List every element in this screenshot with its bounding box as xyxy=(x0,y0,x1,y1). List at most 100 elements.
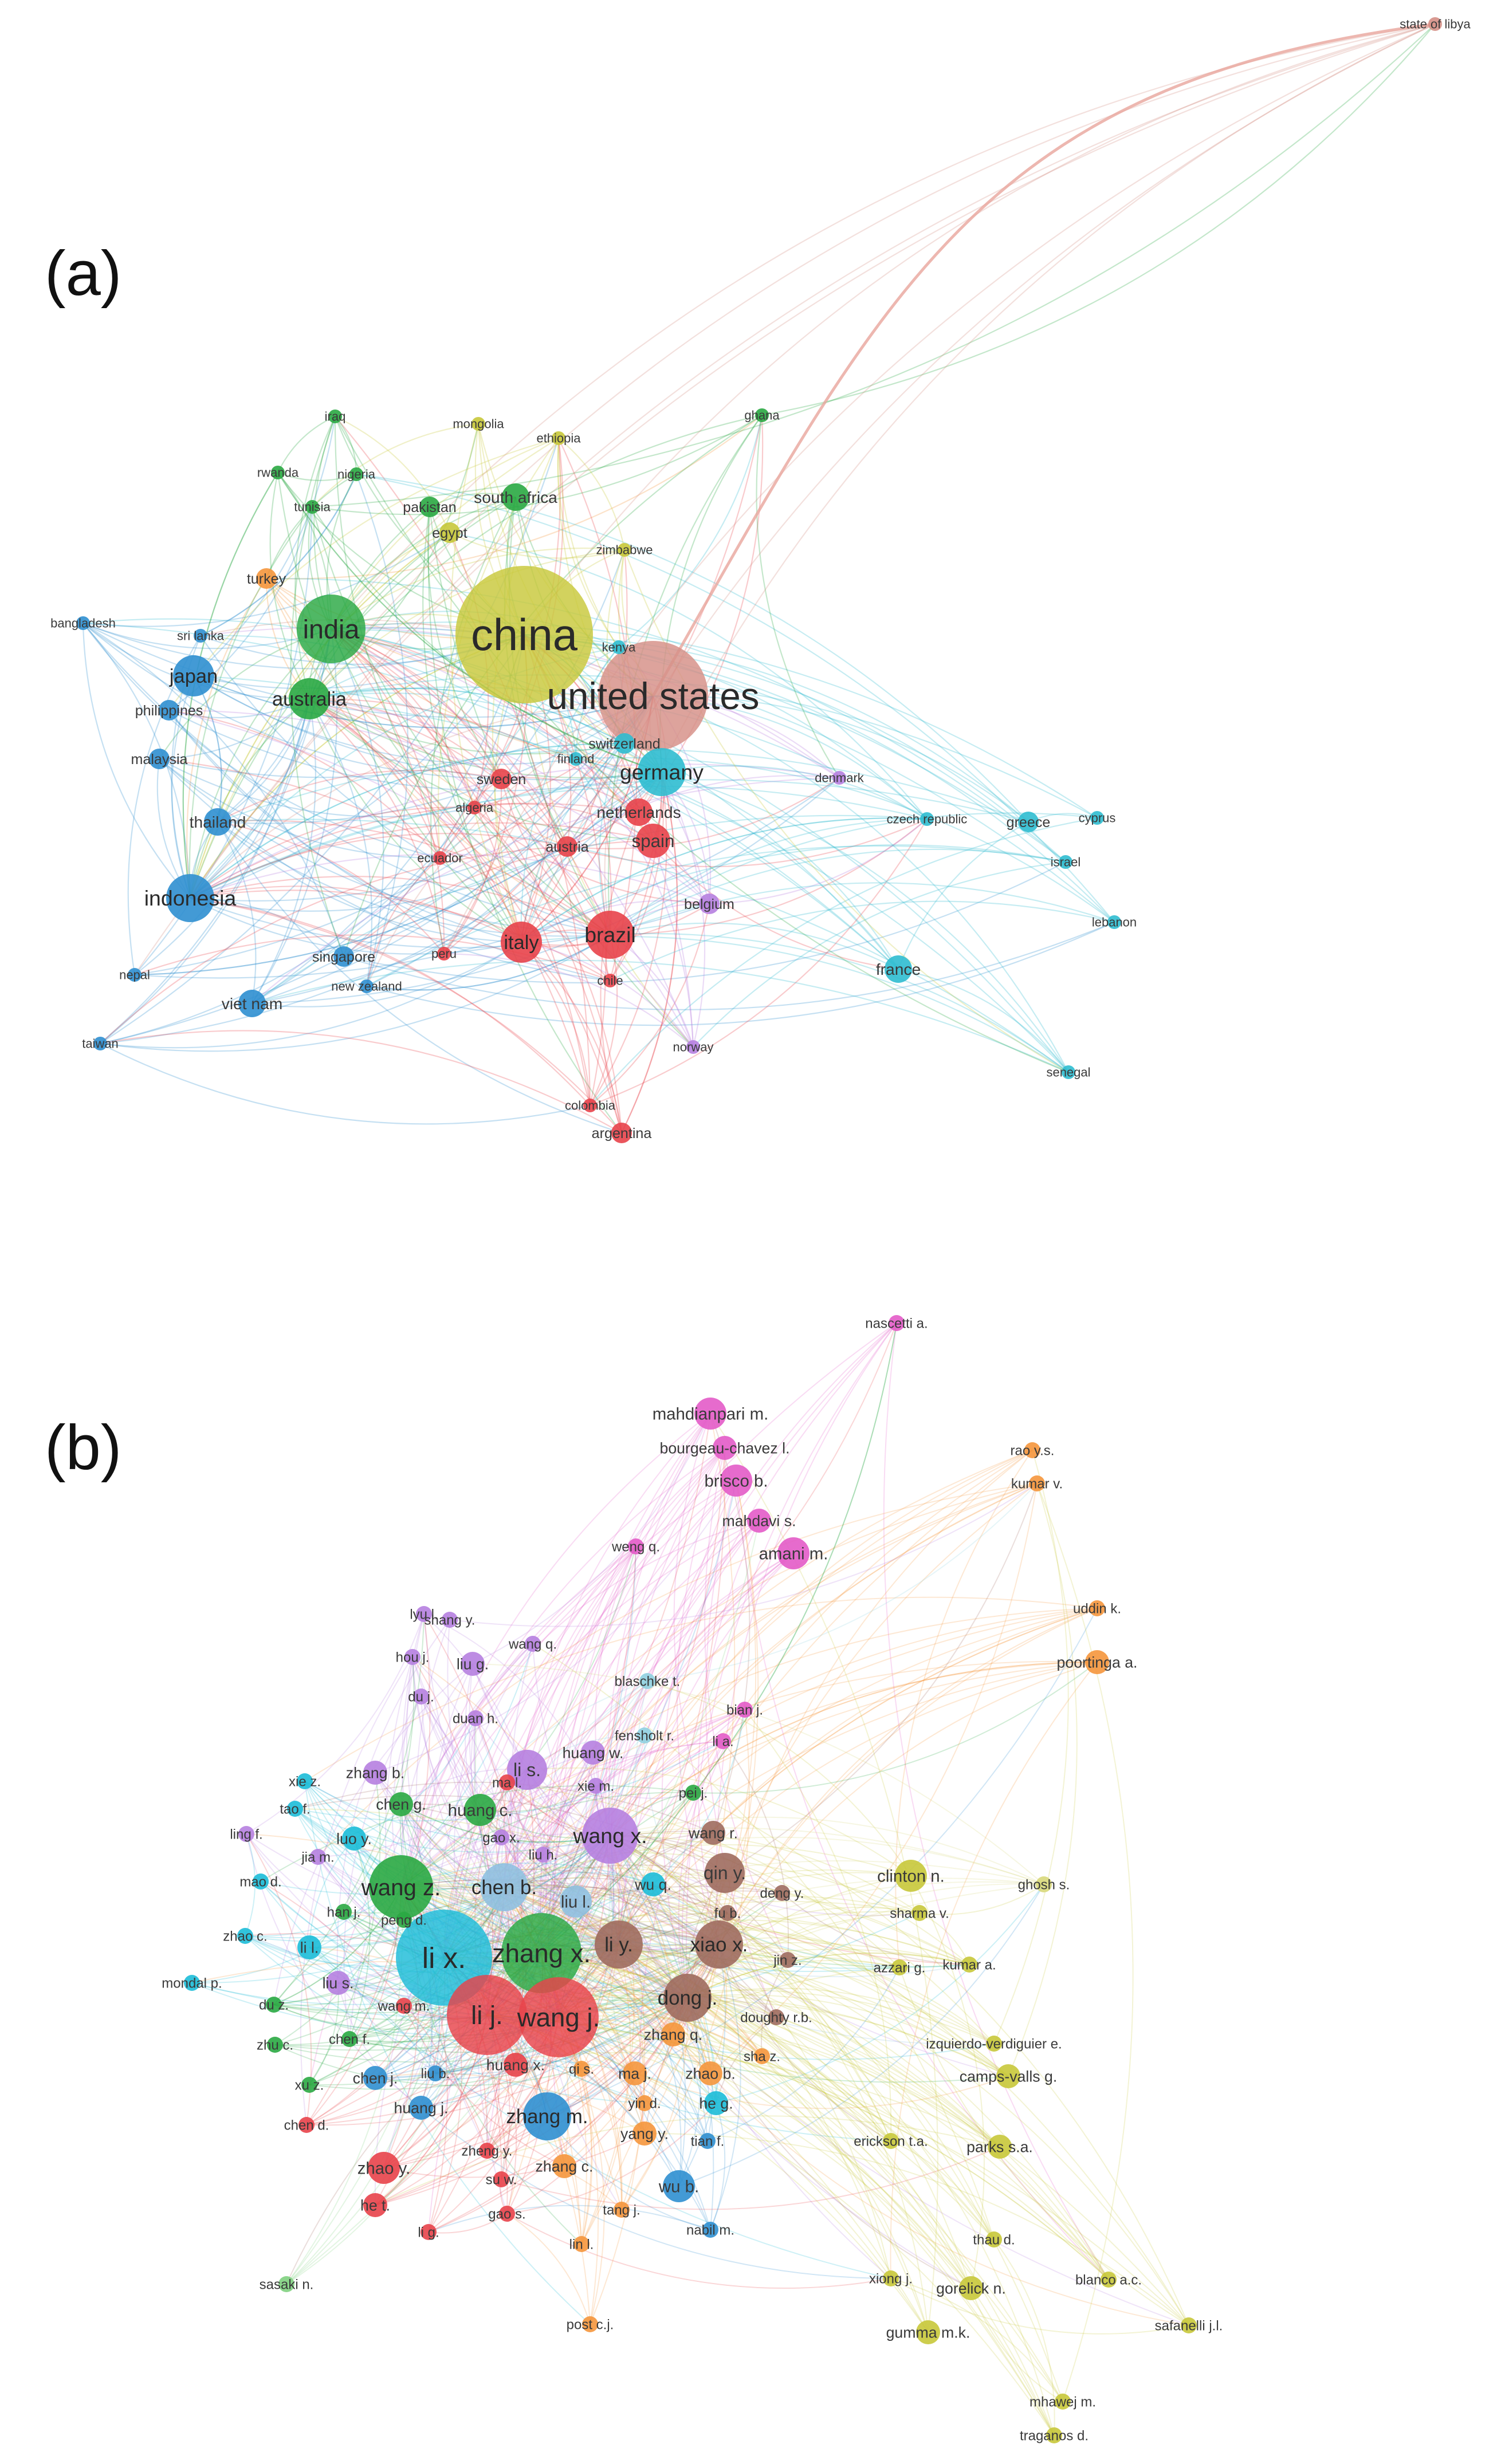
network-node xyxy=(326,1971,350,1995)
network-link xyxy=(82,622,899,970)
network-node xyxy=(238,990,266,1017)
network-link xyxy=(673,2034,1189,2326)
network-link xyxy=(423,1613,596,1786)
network-link xyxy=(610,1835,711,2074)
node-label: south africa xyxy=(474,488,557,506)
network-link xyxy=(260,1835,611,1895)
network-link xyxy=(504,1553,794,1888)
network-node xyxy=(184,1975,200,1991)
network-link xyxy=(709,818,928,905)
network-link xyxy=(727,1912,929,2333)
network-node xyxy=(586,911,634,959)
network-link xyxy=(621,772,678,1133)
network-link xyxy=(474,807,623,1133)
network-link xyxy=(532,1643,688,1998)
network-node xyxy=(363,2193,387,2217)
network-link xyxy=(100,695,654,1045)
network-link xyxy=(687,1875,911,1998)
network-link xyxy=(252,942,522,1007)
network-link xyxy=(290,416,345,957)
network-link xyxy=(82,618,662,773)
network-link xyxy=(558,2017,891,2142)
network-node xyxy=(297,1935,321,1959)
network-link xyxy=(687,1994,1009,2077)
network-link xyxy=(189,698,310,899)
network-link xyxy=(286,2014,488,2285)
network-link xyxy=(435,1997,688,2075)
network-link xyxy=(541,1447,725,1954)
network-link xyxy=(472,1663,1044,1885)
network-link xyxy=(400,1803,728,1914)
network-link xyxy=(501,2146,1000,2210)
network-link xyxy=(294,1741,724,1822)
network-link xyxy=(193,675,662,781)
node-label: azzari g. xyxy=(874,1960,926,1975)
node-label: czech republic xyxy=(887,812,968,826)
network-node xyxy=(704,2091,728,2115)
network-link xyxy=(504,1844,911,1888)
network-link xyxy=(252,772,662,1005)
network-node xyxy=(603,974,617,987)
node-label: huang x. xyxy=(486,2056,545,2073)
network-link xyxy=(693,861,1066,1048)
network-link xyxy=(443,1709,745,1958)
node-label: traganos d. xyxy=(1020,2428,1089,2443)
network-link xyxy=(567,818,928,868)
network-link xyxy=(304,1781,505,1888)
node-label: sweden xyxy=(477,772,526,788)
network-node xyxy=(253,1873,269,1890)
network-node xyxy=(278,2276,294,2292)
network-link xyxy=(486,1680,648,2151)
network-node xyxy=(685,1785,701,1801)
network-node xyxy=(1046,2427,1062,2443)
network-node xyxy=(595,1920,643,1969)
network-link xyxy=(252,777,840,1004)
node-label: bourgeau-chavez l. xyxy=(660,1439,790,1457)
network-link xyxy=(618,1450,1033,1945)
network-link xyxy=(541,1953,1063,2402)
network-link xyxy=(309,698,568,847)
network-node xyxy=(986,2036,1002,2052)
network-link xyxy=(687,1483,1038,1998)
network-link xyxy=(331,628,654,841)
network-link xyxy=(309,698,625,755)
node-label: li a. xyxy=(712,1734,733,1749)
network-link xyxy=(366,695,654,987)
network-link xyxy=(618,1944,682,2187)
node-label: du z. xyxy=(259,1997,289,2013)
network-link xyxy=(217,818,1069,1073)
node-label: zhang q. xyxy=(644,2026,702,2043)
network-link xyxy=(331,628,441,859)
node-label: wang j. xyxy=(517,2003,600,2032)
network-link xyxy=(331,628,611,935)
network-link xyxy=(82,623,611,936)
network-link xyxy=(168,437,559,711)
network-node xyxy=(663,1974,712,2022)
network-link xyxy=(541,1322,897,1954)
network-link xyxy=(718,1450,1033,1945)
node-label: italy xyxy=(504,932,539,954)
network-link xyxy=(590,818,928,1107)
network-link xyxy=(618,1741,724,1945)
network-link xyxy=(599,743,626,935)
network-node xyxy=(128,968,142,982)
network-link xyxy=(412,1656,493,2016)
network-link xyxy=(919,1884,1044,1915)
node-label: chen g. xyxy=(376,1796,426,1813)
network-link xyxy=(686,1322,897,1998)
network-link xyxy=(970,2288,1063,2402)
network-link xyxy=(309,698,522,943)
panel-a-labels: china united states india australia germany i… xyxy=(50,17,1471,1142)
node-label: malaysia xyxy=(131,751,187,767)
network-node xyxy=(986,2231,1002,2247)
network-link xyxy=(217,821,611,937)
network-node xyxy=(455,566,593,703)
network-link xyxy=(300,1656,413,2126)
network-link xyxy=(722,1741,789,1961)
network-node xyxy=(780,1952,796,1968)
network-link xyxy=(590,1835,646,2325)
network-node xyxy=(573,2061,590,2077)
network-link xyxy=(304,1781,591,2325)
network-link xyxy=(581,2068,645,2104)
network-link xyxy=(558,1881,1044,2018)
